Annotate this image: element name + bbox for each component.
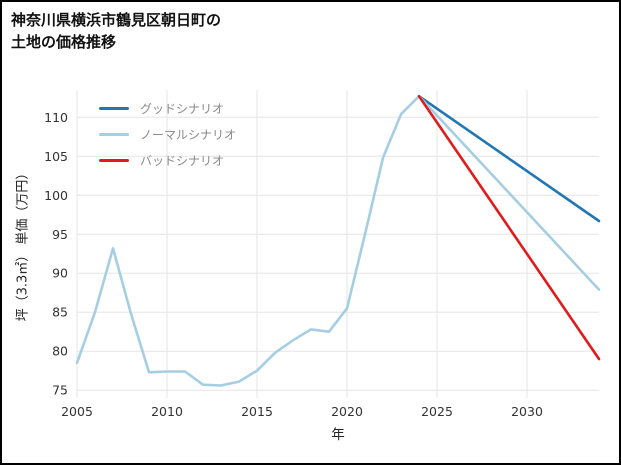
svg-text:75: 75 — [52, 383, 68, 398]
svg-text:105: 105 — [44, 149, 68, 164]
svg-text:2030: 2030 — [511, 404, 543, 419]
svg-text:110: 110 — [44, 110, 68, 125]
legend-item-good-scenario: グッドシナリオ — [99, 95, 236, 121]
legend-label-good-scenario: グッドシナリオ — [140, 101, 225, 116]
svg-text:95: 95 — [52, 227, 68, 242]
svg-text:85: 85 — [52, 305, 68, 320]
legend-item-bad-scenario: バッドシナリオ — [99, 147, 236, 173]
svg-text:2025: 2025 — [421, 404, 453, 419]
good-scenario-line-icon — [99, 106, 129, 110]
svg-text:2010: 2010 — [151, 404, 183, 419]
legend-label-normal-scenario: ノーマルシナリオ — [140, 127, 237, 142]
svg-text:80: 80 — [52, 344, 68, 359]
svg-text:100: 100 — [44, 188, 68, 203]
x-axis-label: 年 — [331, 427, 345, 443]
legend-item-normal-scenario: ノーマルシナリオ — [99, 121, 236, 147]
y-axis-label: 坪（3.3㎡） 単価（万円） — [15, 166, 31, 322]
chart-title-line1: 神奈川県横浜市鶴見区朝日町の — [11, 11, 222, 29]
legend-label-bad-scenario: バッドシナリオ — [140, 153, 225, 168]
chart-title-line2: 土地の価格推移 — [11, 32, 117, 51]
svg-text:90: 90 — [52, 266, 68, 281]
bad-scenario-line-icon — [99, 158, 129, 162]
svg-text:2020: 2020 — [331, 404, 363, 419]
legend: グッドシナリオ ノーマルシナリオ バッドシナリオ — [99, 95, 236, 173]
svg-text:2005: 2005 — [61, 404, 93, 419]
normal-scenario-line-icon — [99, 132, 129, 136]
svg-text:2015: 2015 — [241, 404, 273, 419]
chart-title: 神奈川県横浜市鶴見区朝日町の 土地の価格推移 — [11, 10, 221, 54]
